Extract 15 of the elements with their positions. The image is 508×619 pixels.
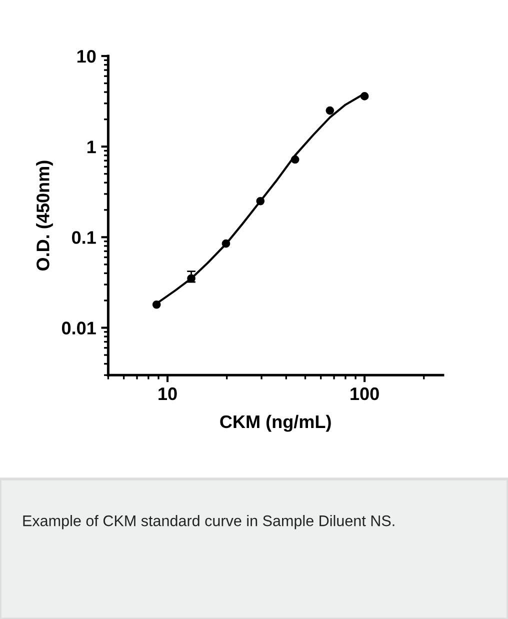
point — [187, 274, 196, 283]
text: Example of CKM standard curve in Sample Diluent NS. — [23, 515, 394, 530]
y-tick-label: 1 — [87, 140, 96, 154]
y-tick-label: 0.01 — [62, 322, 96, 334]
point — [290, 155, 300, 164]
x-tick-label: 100 — [350, 387, 379, 400]
point — [222, 239, 230, 248]
point — [326, 106, 334, 115]
y-axis-title: O.D. (450nm) — [36, 160, 53, 271]
point — [360, 92, 369, 100]
y-tick-label: 10 — [77, 50, 96, 63]
point — [152, 300, 161, 309]
y-tick-label: 0.1 — [72, 231, 96, 244]
point — [256, 196, 265, 206]
x-axis-title: CKM (ng/mL) — [220, 414, 331, 432]
